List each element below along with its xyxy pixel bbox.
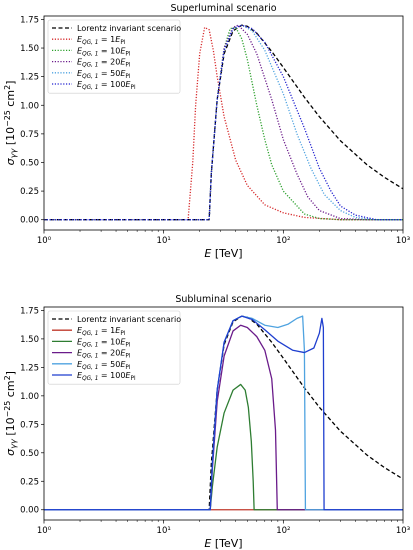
y-tick-label: 1.50: [20, 335, 39, 345]
legend-entry: Lorentz invariant scenario: [77, 315, 181, 324]
y-tick-label: 0.00: [20, 506, 39, 516]
y-tick-label: 1.25: [20, 73, 39, 83]
chart-title: Superluminal scenario: [170, 3, 276, 14]
x-tick-label: 10¹: [157, 236, 171, 246]
legend-entry: EQG, 1 = 50EPl: [77, 69, 131, 80]
series-line-5: [44, 24, 403, 221]
y-tick-label: 1.00: [20, 392, 39, 402]
legend-entry: EQG, 1 = 10EPl: [77, 337, 131, 348]
x-tick-label: 10²: [276, 236, 290, 246]
x-tick-label: 10³: [396, 526, 410, 536]
y-tick-label: 0.75: [20, 420, 39, 430]
chart-title: Subluminal scenario: [175, 294, 272, 305]
chart-panel-1: Superluminal scenario 0.00 0.25 0.50 0.75 1.0…: [3, 3, 410, 260]
y-tick-label: 1.75: [20, 306, 39, 316]
chart-panel-2: Subluminal scenario 0.00 0.25 0.50 0.75 1.00 1…: [3, 294, 410, 550]
series-line-5: [44, 315, 403, 511]
plot-frame: [43, 306, 404, 521]
series-line-1: [44, 26, 403, 221]
y-tick-label: 1.00: [20, 101, 39, 111]
y-axis-label: σγγ [10−25 cm2]: [3, 371, 18, 456]
x-tick-label: 10⁰: [37, 236, 52, 246]
legend-entry: EQG, 1 = 100EPl: [77, 80, 136, 91]
x-tick-label: 10⁰: [37, 526, 52, 536]
plot-frame: [43, 15, 404, 231]
legend-entry: EQG, 1 = 100EPl: [77, 371, 136, 382]
legend-entry: Lorentz invariant scenario: [77, 24, 181, 33]
legend-entry: EQG, 1 = 1EPl: [77, 35, 126, 46]
series-group: [44, 24, 403, 221]
legend-entry: EQG, 1 = 1EPl: [77, 326, 126, 337]
y-tick-label: 1.75: [20, 15, 39, 25]
series-group: [44, 315, 403, 511]
y-tick-label: 1.25: [20, 363, 39, 373]
legend-box: [47, 310, 181, 385]
y-tick-label: 1.50: [20, 44, 39, 54]
y-tick-label: 0.25: [20, 477, 39, 487]
x-axis-label: E [TeV]: [204, 247, 242, 260]
legend-entry: EQG, 1 = 10EPl: [77, 46, 131, 57]
y-tick-label: 0.50: [20, 158, 39, 168]
y-tick-label: 0.25: [20, 187, 39, 197]
y-axis-label: σγγ [10−25 cm2]: [3, 81, 18, 166]
y-tick-label: 0.00: [20, 216, 39, 226]
y-tick-label: 0.50: [20, 449, 39, 459]
legend-entry: EQG, 1 = 50EPl: [77, 360, 131, 371]
y-tick-label: 0.75: [20, 130, 39, 140]
series-line-2: [44, 383, 403, 511]
x-tick-label: 10³: [396, 236, 410, 246]
legend-entry: EQG, 1 = 20EPl: [77, 349, 131, 360]
x-axis-label: E [TeV]: [204, 537, 242, 550]
legend-entry: EQG, 1 = 20EPl: [77, 58, 131, 69]
x-tick-label: 10²: [276, 526, 290, 536]
legend-box: [47, 19, 181, 94]
x-tick-label: 10¹: [157, 526, 171, 536]
